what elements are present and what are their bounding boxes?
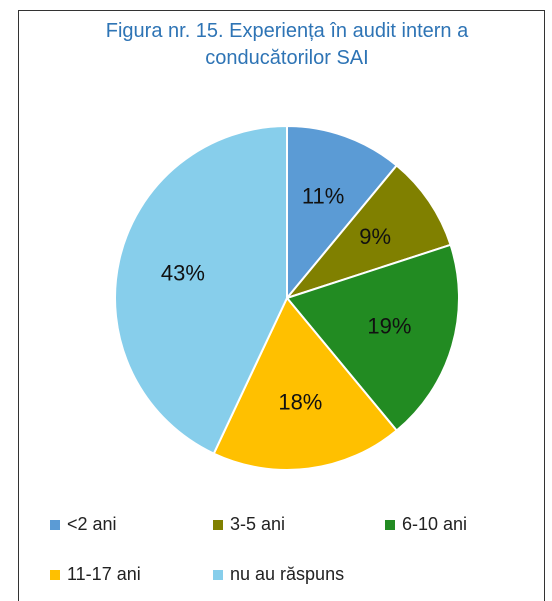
legend-swatch [213, 520, 223, 530]
chart-frame [18, 10, 545, 601]
pie-slice [284, 164, 452, 301]
pie-slice [212, 296, 399, 471]
legend-label: 6-10 ani [402, 514, 467, 534]
data-label: 9% [359, 224, 391, 249]
legend-label: <2 ani [67, 514, 117, 534]
pie-slice [114, 124, 288, 455]
pie-slice [285, 243, 460, 432]
legend-swatch [385, 520, 395, 530]
pie-slice [286, 124, 399, 301]
legend-swatch [50, 570, 60, 580]
legend-label: 11-17 ani [67, 564, 141, 584]
legend-swatch [50, 520, 60, 530]
legend-label: 3-5 ani [230, 514, 285, 534]
data-label: 19% [367, 314, 411, 339]
data-label: 11% [302, 183, 344, 208]
legend-label: nu au răspuns [230, 564, 344, 584]
chart-title: Figura nr. 15. Experiența în audit inter… [105, 20, 469, 69]
legend-swatch [213, 570, 223, 580]
data-label: 18% [278, 390, 322, 415]
data-label: 43% [161, 261, 205, 286]
